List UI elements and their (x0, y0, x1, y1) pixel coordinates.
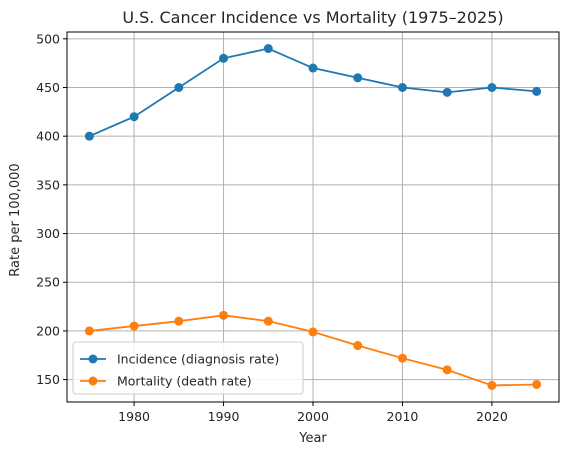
series-0 (84, 44, 542, 141)
y-tick-label: 150 (36, 372, 60, 387)
data-point (129, 112, 139, 122)
data-point (219, 53, 229, 63)
data-point (84, 326, 94, 336)
x-tick-label: 1990 (208, 409, 240, 424)
x-tick-label: 2010 (387, 409, 419, 424)
y-tick-label: 200 (36, 323, 60, 338)
data-point (129, 321, 139, 331)
data-point (487, 380, 497, 390)
legend: Incidence (diagnosis rate) Mortality (de… (72, 341, 304, 395)
data-point (532, 86, 542, 96)
data-point (263, 44, 273, 54)
y-tick-label: 300 (36, 226, 60, 241)
y-axis-label: Rate per 100,000 (8, 163, 23, 276)
data-point (532, 379, 542, 389)
legend-label-mortality: Mortality (death rate) (117, 374, 252, 389)
data-point (174, 83, 184, 92)
series (84, 44, 542, 390)
data-point (353, 341, 363, 351)
chart-title: U.S. Cancer Incidence vs Mortality (1975… (122, 8, 503, 27)
legend-marker-mortality (88, 376, 98, 386)
data-point (219, 310, 229, 320)
series-1 (84, 310, 542, 390)
data-point (442, 87, 452, 97)
axis-ticks: 1980 1990 2000 2010 2020 150 200 250 300 350 400 45… (36, 31, 508, 424)
data-point (263, 316, 273, 326)
x-axis-label: Year (298, 431, 327, 446)
y-tick-label: 500 (36, 31, 60, 46)
x-tick-label: 2000 (297, 409, 329, 424)
data-point (397, 83, 407, 92)
data-point (487, 83, 497, 92)
y-tick-label: 250 (36, 275, 60, 290)
data-point (397, 353, 407, 363)
y-tick-label: 350 (36, 177, 60, 192)
grid (67, 32, 559, 402)
x-tick-label: 2020 (476, 409, 508, 424)
data-point (174, 316, 184, 326)
data-point (84, 131, 94, 141)
legend-box (72, 341, 304, 395)
x-tick-label: 1980 (118, 409, 150, 424)
y-tick-label: 400 (36, 129, 60, 144)
data-point (308, 63, 318, 73)
data-point (308, 327, 318, 337)
legend-marker-incidence (88, 354, 98, 364)
data-point (353, 73, 363, 83)
legend-label-incidence: Incidence (diagnosis rate) (117, 352, 279, 367)
y-tick-label: 450 (36, 80, 60, 95)
data-point (442, 365, 452, 375)
